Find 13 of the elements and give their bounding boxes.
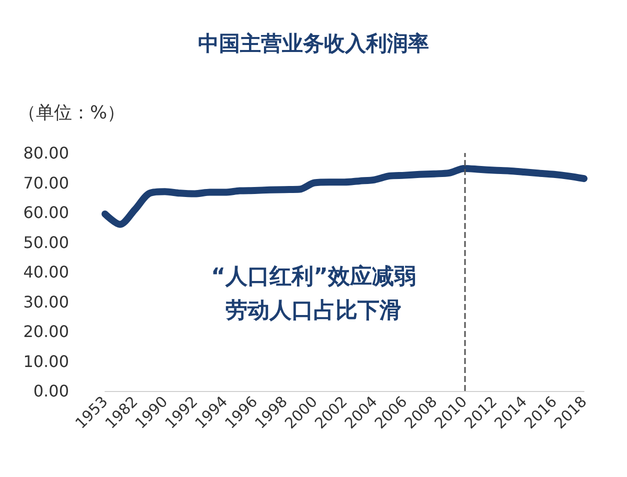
y-tick-label: 50.00 — [23, 232, 69, 252]
y-tick-label: 40.00 — [23, 262, 69, 282]
annotation: 劳动人口占比下滑 — [226, 298, 402, 324]
y-tick-label: 10.00 — [23, 352, 69, 371]
y-tick-label: 20.00 — [23, 322, 69, 341]
annotation: “人口红利”效应减弱 — [211, 264, 416, 290]
y-tick-label: 70.00 — [23, 173, 69, 192]
y-tick-label: 0.00 — [33, 382, 69, 400]
y-axis-title: （单位：%） — [18, 102, 126, 124]
y-tick-label: 60.00 — [23, 203, 69, 222]
y-tick-label: 80.00 — [23, 144, 69, 162]
y-tick-label: 30.00 — [23, 292, 69, 312]
chart-title: 中国主营业务收入利润率 — [198, 32, 429, 56]
